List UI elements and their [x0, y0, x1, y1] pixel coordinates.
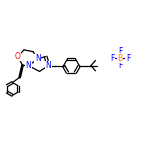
Text: N: N — [26, 61, 31, 70]
Text: F: F — [118, 60, 122, 70]
Text: F: F — [126, 54, 130, 63]
Text: F: F — [118, 47, 122, 56]
Text: N: N — [45, 61, 51, 70]
Text: N: N — [35, 54, 41, 64]
Text: B: B — [117, 54, 123, 63]
Text: F: F — [110, 54, 114, 63]
Text: O: O — [15, 52, 21, 61]
